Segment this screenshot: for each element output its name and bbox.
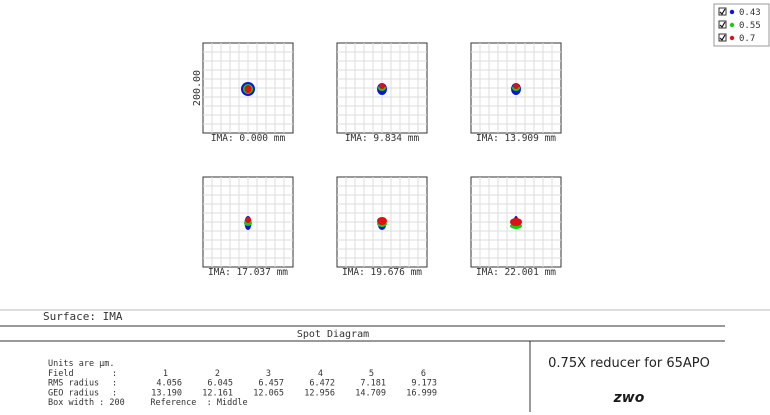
box-axis-label: 200.00 xyxy=(192,70,203,106)
spot xyxy=(513,83,519,89)
panel-label: IMA: 9.834 mm xyxy=(345,133,420,144)
panel-label: IMA: 0.000 mm xyxy=(211,133,286,144)
panel-label: IMA: 17.037 mm xyxy=(208,267,288,278)
legend-label: 0.43 xyxy=(739,8,761,18)
row-label: RMS radius xyxy=(48,379,99,389)
title-box: 0.75X reducer for 65APO xyxy=(548,356,710,371)
row-label: GEO radius xyxy=(48,388,99,398)
table-cell: 9.173 xyxy=(411,379,437,389)
table-cell: 6.472 xyxy=(309,379,335,389)
legend-check xyxy=(719,8,726,15)
legend-checkbox xyxy=(718,20,727,29)
surface-label: Surface: IMA xyxy=(43,310,123,323)
panel-label: IMA: 13.909 mm xyxy=(476,133,556,144)
table-cell: 5 xyxy=(369,369,374,379)
row-label: Field xyxy=(48,369,74,379)
legend-label: 0.55 xyxy=(739,21,761,31)
table-cell: 1 xyxy=(163,369,168,379)
legend-marker xyxy=(729,35,735,41)
panel-label: IMA: 22.001 mm xyxy=(476,267,556,278)
table-cell: 7.181 xyxy=(360,379,386,389)
legend-label: 0.7 xyxy=(739,34,755,44)
legend-checkbox xyxy=(718,33,727,42)
table-cell: 4.056 xyxy=(156,379,182,389)
spot xyxy=(510,218,522,226)
row-sep: : xyxy=(112,369,117,379)
spot xyxy=(244,85,252,93)
table-cell: 3 xyxy=(266,369,271,379)
section-title: Spot Diagram xyxy=(297,329,369,340)
table-cell: 12.956 xyxy=(304,388,335,398)
spot xyxy=(245,217,251,223)
legend-checkbox xyxy=(718,7,727,16)
spot xyxy=(377,217,387,225)
row-sep: : xyxy=(112,388,117,398)
table-cell: 16.999 xyxy=(406,388,437,398)
legend-check xyxy=(719,34,726,41)
table-cell: 13.190 xyxy=(151,388,182,398)
panel-label: IMA: 19.676 mm xyxy=(342,267,422,278)
legend-check xyxy=(719,21,726,28)
table-cell: 6.045 xyxy=(207,379,233,389)
row-sep: : xyxy=(112,379,117,389)
table-cell: 12.161 xyxy=(202,388,233,398)
table-cell: 4 xyxy=(318,369,323,379)
table-cell: 2 xyxy=(215,369,220,379)
logo: zwo xyxy=(613,390,645,406)
legend-marker xyxy=(729,22,735,28)
table-cell: 12.065 xyxy=(253,388,284,398)
legend-marker xyxy=(729,9,735,15)
units-note: Units are µm. xyxy=(48,359,115,369)
table-cell: 6.457 xyxy=(258,379,284,389)
table-cell: 6 xyxy=(421,369,426,379)
spot xyxy=(379,83,385,89)
table-cell: 14.709 xyxy=(355,388,386,398)
table-footer: Box width : 200 Reference : Middle xyxy=(48,398,248,408)
